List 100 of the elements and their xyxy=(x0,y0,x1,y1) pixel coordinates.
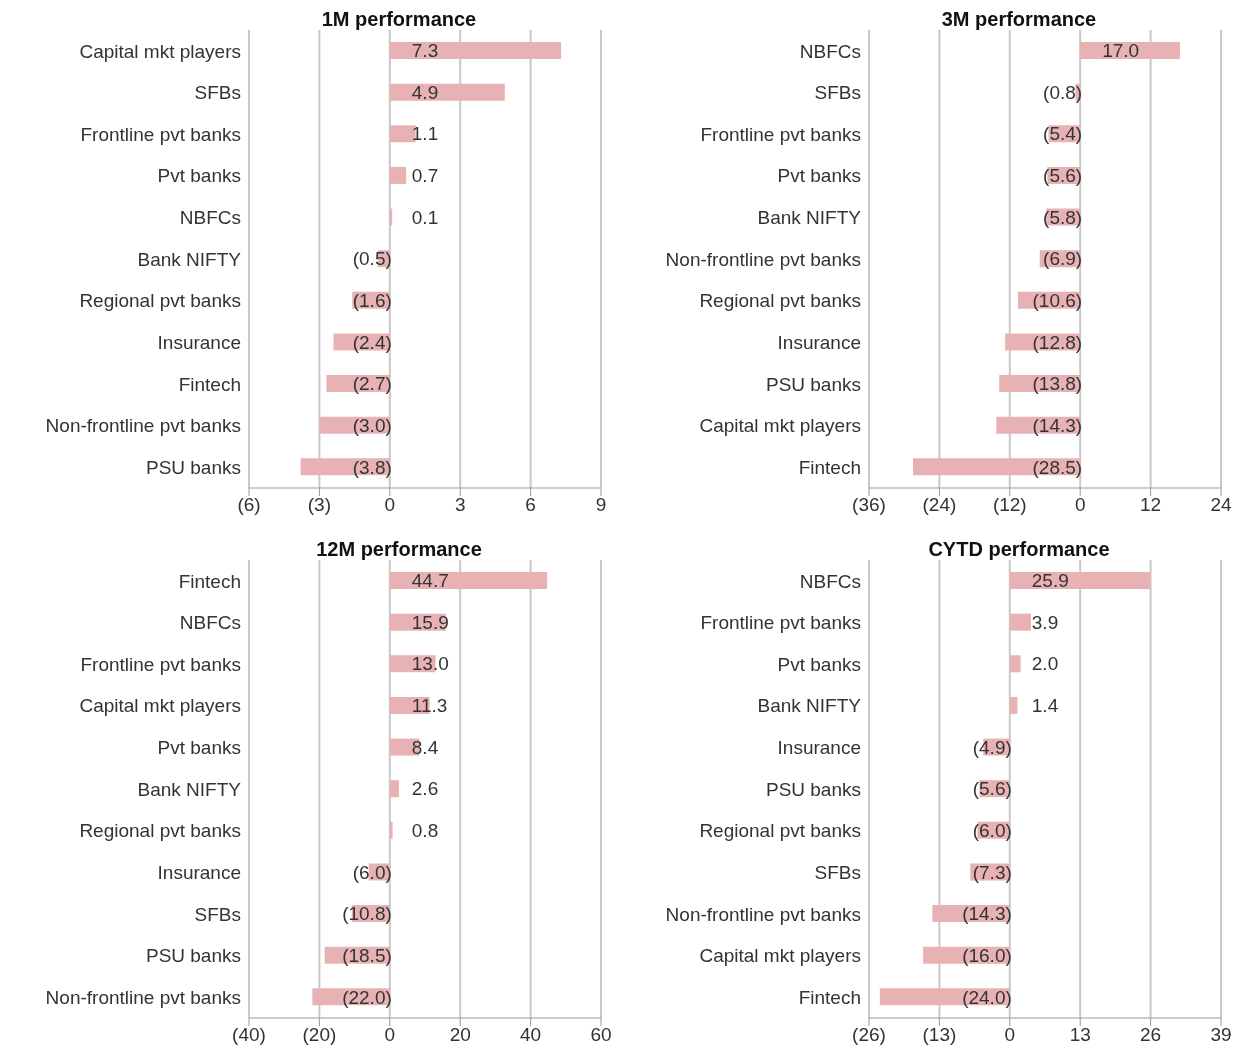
y-tick-label: NBFCs xyxy=(179,612,241,634)
y-tick-label: SFBs xyxy=(814,82,861,104)
data-label: (3.8) xyxy=(352,456,392,478)
y-tick-label: SFBs xyxy=(194,903,241,925)
chart-title: CYTD performance xyxy=(927,538,1111,561)
y-tick-label: Pvt banks xyxy=(157,737,241,759)
x-tick-label: (36) xyxy=(852,494,886,516)
y-tick-label: Fintech xyxy=(798,456,861,478)
data-label: 0.7 xyxy=(411,165,439,187)
y-tick-label: Capital mkt players xyxy=(79,695,241,717)
data-label: 13.0 xyxy=(411,653,449,675)
x-tick-label: (26) xyxy=(852,1024,886,1046)
y-tick-label: Pvt banks xyxy=(777,653,861,675)
data-label: (10.8) xyxy=(342,903,392,925)
y-tick-label: Regional pvt banks xyxy=(79,290,241,312)
data-label: (5.6) xyxy=(972,778,1012,800)
data-label: (13.8) xyxy=(1032,373,1083,395)
data-label: (6.0) xyxy=(352,861,392,883)
x-tick-label: (40) xyxy=(232,1024,266,1046)
data-label: 15.9 xyxy=(411,611,449,633)
data-label: (12.8) xyxy=(1032,331,1083,353)
bar xyxy=(389,821,393,839)
x-tick-label: (12) xyxy=(992,494,1027,516)
data-label: 25.9 xyxy=(1031,570,1069,592)
y-tick-label: Insurance xyxy=(157,332,241,354)
chart-title: 12M performance xyxy=(315,538,483,561)
y-tick-label: PSU banks xyxy=(765,778,861,800)
data-label: 7.3 xyxy=(411,40,439,62)
data-label: (2.4) xyxy=(352,331,392,353)
bar xyxy=(389,780,399,798)
x-tick-label: (20) xyxy=(302,1024,337,1046)
data-label: (24.0) xyxy=(962,986,1012,1008)
x-tick-label: (3) xyxy=(307,494,332,516)
data-label: 11.3 xyxy=(411,695,448,717)
y-tick-label: Capital mkt players xyxy=(699,415,861,437)
y-tick-label: Insurance xyxy=(777,737,861,759)
x-tick-label: 0 xyxy=(1004,1024,1016,1046)
chart-title: 1M performance xyxy=(320,8,478,31)
data-label: (3.0) xyxy=(352,414,392,436)
y-tick-label: Non-frontline pvt banks xyxy=(665,248,861,270)
data-label: 0.8 xyxy=(411,819,439,841)
data-label: 44.7 xyxy=(411,570,449,592)
x-tick-label: (24) xyxy=(922,494,957,516)
y-tick-label: Insurance xyxy=(777,332,861,354)
data-label: (4.9) xyxy=(972,736,1012,758)
x-tick-label: 9 xyxy=(595,494,607,516)
y-tick-label: Frontline pvt banks xyxy=(80,123,241,145)
y-tick-label: PSU banks xyxy=(145,456,241,478)
data-label: 2.0 xyxy=(1031,653,1059,675)
data-label: (18.5) xyxy=(342,944,392,966)
x-tick-label: 3 xyxy=(454,494,466,516)
x-tick-label: 6 xyxy=(525,494,536,516)
data-label: 1.4 xyxy=(1031,695,1059,717)
x-tick-label: 12 xyxy=(1140,494,1162,516)
data-label: 1.1 xyxy=(411,123,439,145)
x-tick-label: 0 xyxy=(384,1024,396,1046)
data-label: (6.9) xyxy=(1043,248,1083,270)
data-label: (22.0) xyxy=(342,986,392,1008)
data-label: (0.5) xyxy=(352,248,392,270)
y-tick-label: Capital mkt players xyxy=(699,945,861,967)
y-tick-label: Regional pvt banks xyxy=(699,820,861,842)
x-tick-label: 60 xyxy=(590,1024,612,1046)
bar xyxy=(389,83,505,101)
y-tick-label: PSU banks xyxy=(145,945,241,967)
y-tick-label: Non-frontline pvt banks xyxy=(45,415,241,437)
x-tick-label: 24 xyxy=(1210,494,1232,516)
data-label: 2.6 xyxy=(411,778,439,800)
y-tick-label: Frontline pvt banks xyxy=(700,123,861,145)
bar xyxy=(1009,572,1151,589)
y-tick-label: Bank NIFTY xyxy=(757,695,862,717)
y-tick-label: Fintech xyxy=(798,986,861,1008)
bar xyxy=(389,572,548,589)
y-tick-label: Non-frontline pvt banks xyxy=(45,986,241,1008)
x-tick-label: 13 xyxy=(1069,1024,1091,1046)
x-tick-label: 0 xyxy=(1074,494,1086,516)
x-tick-label: 20 xyxy=(449,1024,471,1046)
y-tick-label: Fintech xyxy=(178,373,241,395)
x-tick-label: 40 xyxy=(520,1024,542,1046)
y-tick-label: Regional pvt banks xyxy=(79,820,241,842)
y-tick-label: NBFCs xyxy=(179,207,241,229)
y-tick-label: Pvt banks xyxy=(777,165,861,187)
data-label: (28.5) xyxy=(1032,456,1083,478)
data-label: (14.3) xyxy=(962,903,1012,925)
y-tick-label: Pvt banks xyxy=(157,165,241,187)
y-tick-label: Frontline pvt banks xyxy=(80,653,241,675)
bar xyxy=(1009,655,1021,673)
y-tick-label: Bank NIFTY xyxy=(137,778,242,800)
x-tick-label: (13) xyxy=(922,1024,957,1046)
data-label: 17.0 xyxy=(1102,40,1140,62)
data-label: (14.3) xyxy=(1032,414,1083,436)
data-label: (5.8) xyxy=(1043,206,1083,228)
y-tick-label: Bank NIFTY xyxy=(137,248,242,270)
y-tick-label: Insurance xyxy=(157,862,241,884)
data-label: (16.0) xyxy=(962,944,1012,966)
x-tick-label: 26 xyxy=(1140,1024,1162,1046)
data-label: (10.6) xyxy=(1032,289,1083,311)
y-tick-label: SFBs xyxy=(814,862,861,884)
data-label: (0.8) xyxy=(1043,81,1083,103)
bar xyxy=(389,42,562,59)
data-label: (2.7) xyxy=(352,373,392,395)
